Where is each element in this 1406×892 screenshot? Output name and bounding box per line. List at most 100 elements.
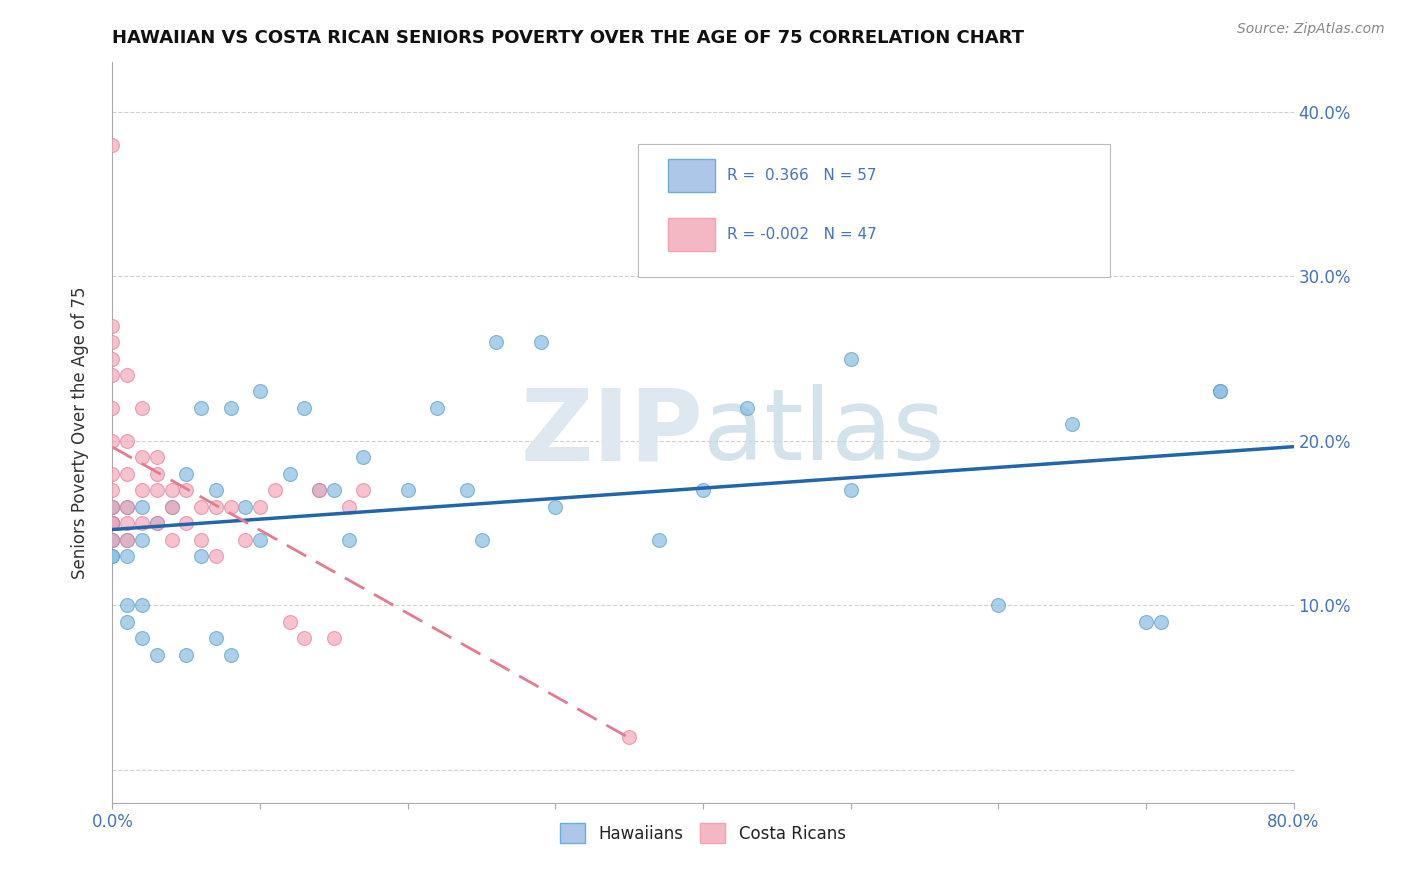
Point	[1135, 615, 1157, 629]
Point	[737, 401, 759, 415]
Point	[174, 467, 197, 481]
Point	[426, 401, 449, 415]
Point	[146, 516, 169, 530]
Point	[117, 533, 138, 547]
Point	[101, 516, 124, 530]
Point	[101, 549, 124, 563]
Point	[308, 483, 330, 498]
Point	[101, 500, 124, 514]
Point	[692, 483, 714, 498]
Point	[205, 632, 228, 646]
Point	[174, 516, 197, 530]
Point	[292, 401, 315, 415]
Point	[249, 384, 271, 399]
Point	[233, 500, 256, 514]
Point	[1208, 384, 1232, 399]
Point	[190, 401, 212, 415]
Point	[101, 516, 124, 530]
Point	[131, 632, 153, 646]
Point	[456, 483, 478, 498]
Point	[1062, 417, 1084, 432]
Point	[101, 500, 124, 514]
Point	[337, 533, 360, 547]
Point	[160, 500, 183, 514]
Point	[131, 533, 153, 547]
Point	[205, 549, 228, 563]
FancyBboxPatch shape	[668, 159, 714, 192]
Point	[264, 483, 287, 498]
Point	[101, 516, 124, 530]
Point	[101, 318, 124, 333]
Point	[292, 632, 315, 646]
Point	[337, 500, 360, 514]
Point	[101, 516, 124, 530]
Text: atlas: atlas	[703, 384, 945, 481]
Point	[839, 351, 862, 366]
Point	[249, 500, 271, 514]
Point	[219, 648, 242, 662]
Point	[323, 483, 346, 498]
Point	[101, 368, 124, 382]
FancyBboxPatch shape	[638, 144, 1111, 277]
Point	[117, 368, 138, 382]
Point	[117, 467, 138, 481]
Point	[117, 516, 138, 530]
Point	[619, 730, 641, 744]
Point	[249, 533, 271, 547]
Point	[117, 500, 138, 514]
Point	[117, 615, 138, 629]
Point	[396, 483, 419, 498]
Point	[323, 632, 346, 646]
Text: Source: ZipAtlas.com: Source: ZipAtlas.com	[1237, 22, 1385, 37]
Point	[174, 483, 197, 498]
Point	[101, 483, 124, 498]
Point	[101, 533, 124, 547]
Point	[146, 467, 169, 481]
Point	[647, 533, 671, 547]
Point	[160, 483, 183, 498]
Point	[101, 549, 124, 563]
Point	[117, 533, 138, 547]
Point	[485, 335, 508, 350]
Text: HAWAIIAN VS COSTA RICAN SENIORS POVERTY OVER THE AGE OF 75 CORRELATION CHART: HAWAIIAN VS COSTA RICAN SENIORS POVERTY …	[112, 29, 1025, 47]
Point	[101, 533, 124, 547]
Point	[174, 648, 197, 662]
Point	[352, 483, 374, 498]
Point	[544, 500, 567, 514]
Point	[117, 500, 138, 514]
Point	[117, 549, 138, 563]
Point	[190, 549, 212, 563]
Point	[131, 401, 153, 415]
Point	[278, 615, 301, 629]
Point	[190, 500, 212, 514]
Point	[101, 500, 124, 514]
Point	[160, 533, 183, 547]
Point	[205, 500, 228, 514]
Point	[529, 335, 551, 350]
Point	[205, 483, 228, 498]
Point	[131, 500, 153, 514]
Point	[1150, 615, 1173, 629]
Point	[233, 533, 256, 547]
Point	[146, 516, 169, 530]
Point	[131, 450, 153, 465]
Point	[470, 533, 494, 547]
Point	[117, 599, 138, 613]
Point	[101, 516, 124, 530]
Point	[146, 483, 169, 498]
Point	[308, 483, 330, 498]
Point	[101, 335, 124, 350]
Point	[219, 500, 242, 514]
Point	[1208, 384, 1232, 399]
Point	[131, 516, 153, 530]
Point	[160, 500, 183, 514]
Point	[146, 450, 169, 465]
Point	[278, 467, 301, 481]
Point	[101, 137, 124, 152]
Y-axis label: Seniors Poverty Over the Age of 75: Seniors Poverty Over the Age of 75	[70, 286, 89, 579]
FancyBboxPatch shape	[668, 218, 714, 252]
Point	[117, 434, 138, 448]
Point	[101, 434, 124, 448]
Text: R = -0.002   N = 47: R = -0.002 N = 47	[727, 227, 876, 243]
Point	[146, 648, 169, 662]
